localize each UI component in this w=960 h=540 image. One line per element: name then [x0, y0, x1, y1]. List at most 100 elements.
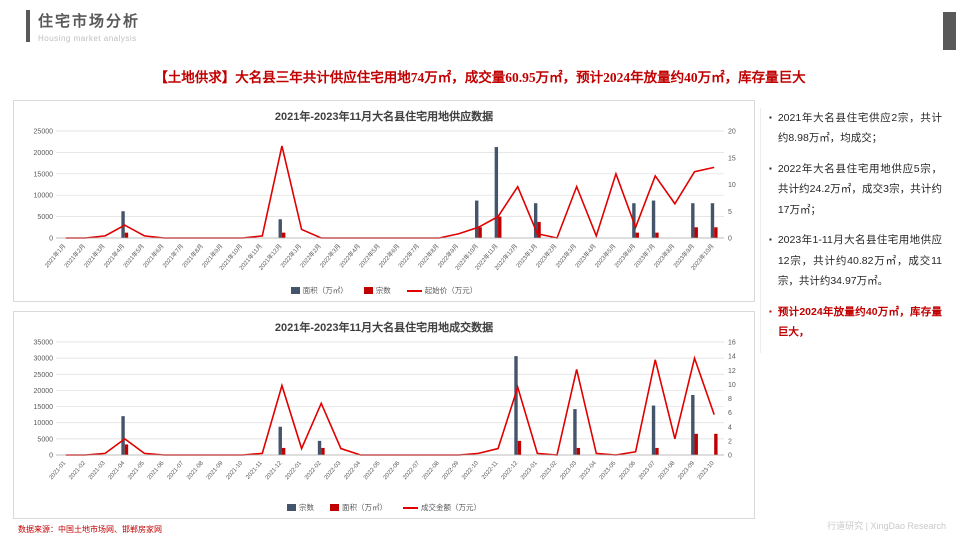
svg-text:2022-07: 2022-07: [402, 460, 421, 481]
svg-text:2021-02: 2021-02: [68, 460, 87, 481]
svg-text:6: 6: [728, 410, 732, 417]
svg-text:2021-12: 2021-12: [265, 460, 284, 481]
bullet-text: 2022年大名县住宅用地供应5宗，共计约24.2万㎡，成交3宗，共计约17万㎡；: [777, 162, 942, 216]
svg-text:2021-11: 2021-11: [245, 460, 264, 481]
svg-text:15: 15: [728, 155, 736, 162]
svg-text:0: 0: [49, 236, 53, 243]
svg-text:2023-03: 2023-03: [559, 460, 578, 481]
legend-line-swatch: [403, 506, 418, 509]
svg-text:2023-09: 2023-09: [677, 460, 696, 481]
bullet-marker-icon: ▪: [769, 113, 772, 122]
svg-text:2022-06: 2022-06: [383, 460, 402, 481]
legend-square-swatch: [330, 504, 339, 511]
supply-chart-title: 2021年-2023年11月大名县住宅用地供应数据: [274, 111, 494, 123]
supply-chart: 0500010000150002000025000051015202021年1月…: [34, 129, 736, 272]
sidebar-bullet-list: ▪ 2021年大名县住宅供应2宗，共计约8.98万㎡，均成交； ▪ 2022年大名县住…: [769, 108, 948, 343]
page-header: 住宅市场分析 Housing market analysis: [26, 10, 140, 43]
deal-chart-legend: 宗数 面积（万㎡） 成交金额（万元）: [16, 502, 752, 516]
svg-text:2022-02: 2022-02: [304, 460, 323, 481]
legend-label: 面积（万㎡）: [342, 503, 387, 512]
svg-text:2022-03: 2022-03: [324, 460, 343, 481]
svg-text:2021-06: 2021-06: [147, 460, 166, 481]
svg-text:2022-04: 2022-04: [343, 460, 362, 481]
svg-text:30000: 30000: [34, 356, 54, 363]
svg-text:4: 4: [728, 424, 732, 431]
svg-text:2021-07: 2021-07: [166, 460, 185, 481]
page-subtitle: Housing market analysis: [38, 34, 137, 43]
svg-text:8: 8: [728, 396, 732, 403]
svg-text:2023-01: 2023-01: [520, 460, 539, 481]
svg-text:35000: 35000: [34, 340, 54, 347]
header-accent-bar: [26, 10, 30, 42]
svg-text:12: 12: [728, 368, 736, 375]
svg-text:2021-03: 2021-03: [88, 460, 107, 481]
svg-text:2022-11: 2022-11: [481, 460, 500, 481]
sidebar-bullet: ▪ 2022年大名县住宅用地供应5宗，共计约24.2万㎡，成交3宗，共计约17万㎡…: [769, 159, 942, 220]
svg-text:25000: 25000: [34, 372, 54, 379]
legend-item: 宗数: [363, 285, 391, 296]
legend-square-swatch: [363, 287, 373, 294]
page-title: 住宅市场分析: [38, 13, 141, 30]
legend-label: 面积（万㎡）: [302, 286, 348, 295]
svg-text:5000: 5000: [37, 214, 53, 221]
charts-column: 2021年-2023年11月大名县住宅用地供应数据 0 5000 10000 1500…: [13, 100, 755, 528]
sidebar-bullet: ▪ 2021年大名县住宅供应2宗，共计约8.98万㎡，均成交；: [769, 108, 942, 149]
supply-chart-legend: 面积（万㎡） 宗数 起始价（万元）: [16, 285, 752, 299]
svg-text:2022-01: 2022-01: [284, 460, 303, 481]
svg-text:10: 10: [728, 182, 736, 189]
svg-text:2023-08: 2023-08: [658, 460, 677, 481]
svg-text:15000: 15000: [34, 171, 54, 178]
legend-line-swatch: [406, 289, 422, 292]
svg-text:0: 0: [728, 236, 732, 243]
legend-square-swatch: [287, 504, 296, 511]
svg-text:16: 16: [728, 340, 736, 347]
svg-text:2023-10: 2023-10: [697, 460, 716, 481]
legend-item: 面积（万㎡）: [290, 285, 348, 296]
sidebar-bullet: ▪ 2023年1-11月大名县住宅用地供应12宗，共计约40.82万㎡，成交11宗…: [769, 230, 942, 291]
sidebar-bullet: ▪ 预计2024年放量约40万㎡，库存量巨大，: [769, 302, 942, 343]
svg-text:2023-02: 2023-02: [540, 460, 559, 481]
svg-text:20000: 20000: [34, 388, 54, 395]
headline: 【土地供求】大名县三年共计供应住宅用地74万㎡，成交量60.95万㎡，预计202…: [154, 70, 806, 85]
svg-text:2023-05: 2023-05: [599, 460, 618, 481]
svg-text:25000: 25000: [34, 129, 54, 136]
svg-text:5000: 5000: [37, 436, 53, 443]
legend-label: 宗数: [375, 286, 391, 295]
svg-text:2022-05: 2022-05: [363, 460, 382, 481]
legend-square-swatch: [290, 287, 300, 294]
deal-chart-panel: 2021年-2023年11月大名县住宅用地成交数据 0 5000 10000 1500…: [13, 311, 755, 519]
svg-text:10000: 10000: [34, 420, 54, 427]
svg-text:2022-12: 2022-12: [500, 460, 519, 481]
svg-text:14: 14: [728, 354, 736, 361]
deal-chart: 0 5000 10000 15000 20000 25000 30000 35000 0 2 4 6 8…: [34, 340, 736, 482]
legend-item: 成交金额（万元）: [403, 502, 481, 513]
svg-text:2023-07: 2023-07: [638, 460, 657, 481]
svg-text:2022-08: 2022-08: [422, 460, 441, 481]
bullet-text: 2021年大名县住宅供应2宗，共计约8.98万㎡，均成交；: [777, 112, 942, 145]
svg-text:2021-05: 2021-05: [127, 460, 146, 481]
corner-tab-decoration: [943, 12, 956, 50]
svg-text:0: 0: [49, 453, 53, 460]
legend-label: 宗数: [299, 503, 314, 512]
svg-text:2021-01: 2021-01: [49, 460, 68, 481]
svg-text:2: 2: [728, 438, 732, 445]
svg-text:5: 5: [728, 209, 732, 216]
svg-text:15000: 15000: [34, 404, 54, 411]
svg-text:20000: 20000: [34, 150, 54, 157]
legend-item: 起始价（万元）: [406, 285, 478, 296]
bullet-text: 2023年1-11月大名县住宅用地供应12宗，共计约40.82万㎡，成交11宗，…: [777, 234, 942, 288]
svg-text:10: 10: [728, 382, 736, 389]
svg-text:2023-06: 2023-06: [618, 460, 637, 481]
svg-text:10000: 10000: [34, 193, 54, 200]
svg-text:2021-10: 2021-10: [225, 460, 244, 481]
svg-text:2021-04: 2021-04: [108, 460, 127, 481]
svg-text:2021-09: 2021-09: [206, 460, 225, 481]
svg-text:0: 0: [728, 453, 732, 460]
svg-text:20: 20: [728, 129, 736, 136]
legend-item: 面积（万㎡）: [330, 502, 387, 513]
data-source-note: 数据来源：中国土地市场网、邯郸房家网: [18, 525, 162, 534]
bullet-marker-icon: ▪: [769, 235, 772, 245]
legend-item: 宗数: [287, 502, 314, 513]
legend-label: 起始价（万元）: [424, 286, 478, 295]
